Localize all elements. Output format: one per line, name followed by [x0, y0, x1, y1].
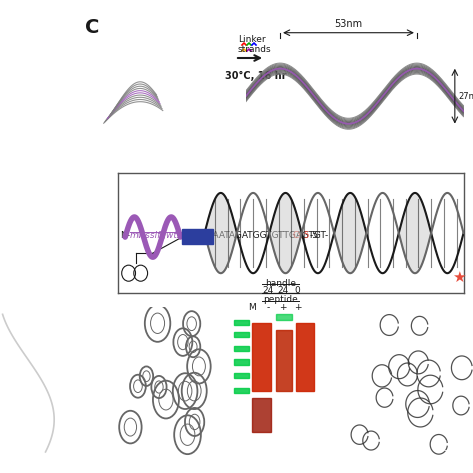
- Text: handle: handle: [264, 279, 296, 288]
- Bar: [234, 346, 249, 351]
- Text: Cy5: Cy5: [293, 231, 310, 240]
- Text: 30°C, 16 hr: 30°C, 16 hr: [225, 71, 287, 81]
- Bar: [253, 398, 271, 431]
- Text: M: M: [249, 303, 256, 312]
- Bar: [296, 323, 314, 391]
- Text: —: —: [129, 445, 139, 455]
- Text: 24: 24: [277, 286, 289, 295]
- Text: ★: ★: [452, 270, 465, 285]
- Text: —: —: [444, 445, 454, 455]
- Bar: [234, 320, 249, 325]
- Text: +: +: [294, 303, 301, 312]
- Bar: [275, 314, 292, 320]
- Text: mwsslfgwtssnarnk: mwsslfgwtssnarnk: [130, 231, 213, 240]
- Bar: [275, 330, 292, 391]
- Text: 24: 24: [263, 286, 274, 295]
- Bar: [234, 332, 249, 337]
- Text: C: C: [85, 18, 99, 37]
- Text: -TTTAATAGATGGTGTTGAGTGT-: -TTTAATAGATGGTGTTGAGTGT-: [196, 231, 329, 240]
- Text: +: +: [279, 303, 287, 312]
- Bar: [253, 323, 271, 391]
- Bar: [182, 229, 213, 244]
- Bar: [234, 359, 249, 365]
- Text: Linker
strands: Linker strands: [238, 35, 272, 54]
- Text: -: -: [266, 303, 270, 312]
- Bar: [234, 388, 249, 394]
- Text: N-: N-: [120, 231, 130, 240]
- Bar: [234, 373, 249, 378]
- Text: 0: 0: [295, 286, 300, 295]
- Text: peptide: peptide: [263, 295, 298, 304]
- Text: 27nm: 27nm: [458, 92, 473, 101]
- Text: 53nm: 53nm: [334, 18, 363, 28]
- Text: -5': -5': [310, 231, 321, 240]
